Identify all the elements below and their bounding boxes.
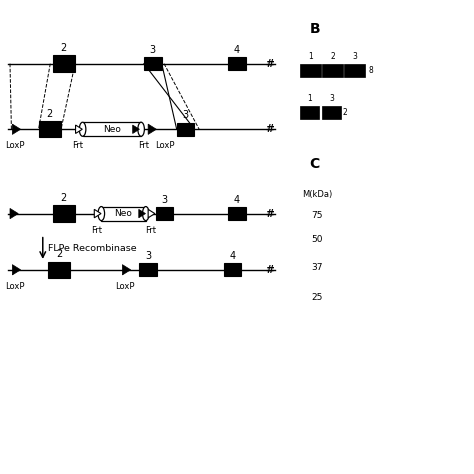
Polygon shape — [10, 209, 18, 219]
Bar — [301, 106, 319, 119]
Text: 3: 3 — [145, 251, 151, 261]
Text: Frt: Frt — [138, 141, 149, 150]
Text: 3: 3 — [352, 52, 357, 61]
Text: #: # — [265, 59, 274, 69]
Bar — [224, 263, 241, 276]
Text: 2: 2 — [61, 43, 67, 53]
Text: Neo: Neo — [103, 125, 121, 134]
Ellipse shape — [79, 122, 86, 137]
Text: Frt: Frt — [145, 226, 156, 235]
Text: C: C — [310, 157, 320, 172]
Bar — [322, 64, 343, 77]
Text: #: # — [265, 265, 274, 275]
Text: Neo: Neo — [115, 209, 133, 218]
Text: FLPe Recombinase: FLPe Recombinase — [48, 244, 137, 253]
Bar — [101, 207, 146, 220]
Text: 4: 4 — [234, 45, 240, 55]
Bar — [155, 207, 173, 220]
Polygon shape — [139, 210, 146, 218]
Text: 8: 8 — [368, 66, 373, 75]
Ellipse shape — [98, 207, 105, 220]
Bar — [228, 207, 246, 220]
Text: 2: 2 — [330, 52, 335, 61]
Text: Frt: Frt — [73, 141, 83, 150]
Text: Frt: Frt — [91, 226, 102, 235]
Text: B: B — [310, 21, 320, 36]
Bar — [139, 263, 157, 276]
Bar — [82, 122, 141, 137]
Bar — [322, 106, 341, 119]
Polygon shape — [148, 124, 156, 135]
Polygon shape — [148, 210, 155, 218]
Text: 4: 4 — [229, 251, 236, 261]
Bar — [177, 123, 194, 136]
Text: 4: 4 — [234, 195, 240, 205]
Text: 1: 1 — [307, 94, 312, 103]
Text: 50: 50 — [311, 235, 323, 244]
Text: 37: 37 — [311, 263, 323, 272]
Text: 2: 2 — [46, 109, 53, 118]
Text: LoxP: LoxP — [155, 141, 174, 150]
Text: LoxP: LoxP — [5, 141, 25, 150]
Ellipse shape — [143, 207, 149, 220]
Text: #: # — [265, 209, 274, 219]
Polygon shape — [75, 125, 82, 134]
Polygon shape — [12, 124, 20, 135]
Text: 2: 2 — [56, 249, 62, 259]
Text: 75: 75 — [311, 211, 323, 220]
Text: 2: 2 — [61, 193, 67, 203]
Polygon shape — [122, 264, 131, 275]
Text: 3: 3 — [329, 94, 334, 103]
Text: 3: 3 — [182, 110, 189, 120]
Polygon shape — [12, 264, 20, 275]
Bar — [344, 64, 365, 77]
Bar — [38, 121, 61, 137]
Text: #: # — [265, 124, 274, 134]
Polygon shape — [133, 125, 139, 134]
Text: 3: 3 — [162, 195, 168, 205]
Text: 25: 25 — [311, 293, 322, 302]
Text: 2: 2 — [343, 109, 347, 118]
Bar — [144, 57, 162, 70]
Polygon shape — [94, 210, 101, 218]
Text: 3: 3 — [150, 45, 156, 55]
Text: 1: 1 — [308, 52, 313, 61]
Text: M(kDa): M(kDa) — [302, 190, 332, 199]
Bar — [228, 57, 246, 70]
Ellipse shape — [138, 122, 145, 137]
Bar — [48, 262, 71, 278]
Bar — [53, 205, 75, 222]
Text: LoxP: LoxP — [5, 282, 25, 291]
Bar — [301, 64, 321, 77]
Bar — [53, 55, 75, 72]
Text: LoxP: LoxP — [116, 282, 135, 291]
